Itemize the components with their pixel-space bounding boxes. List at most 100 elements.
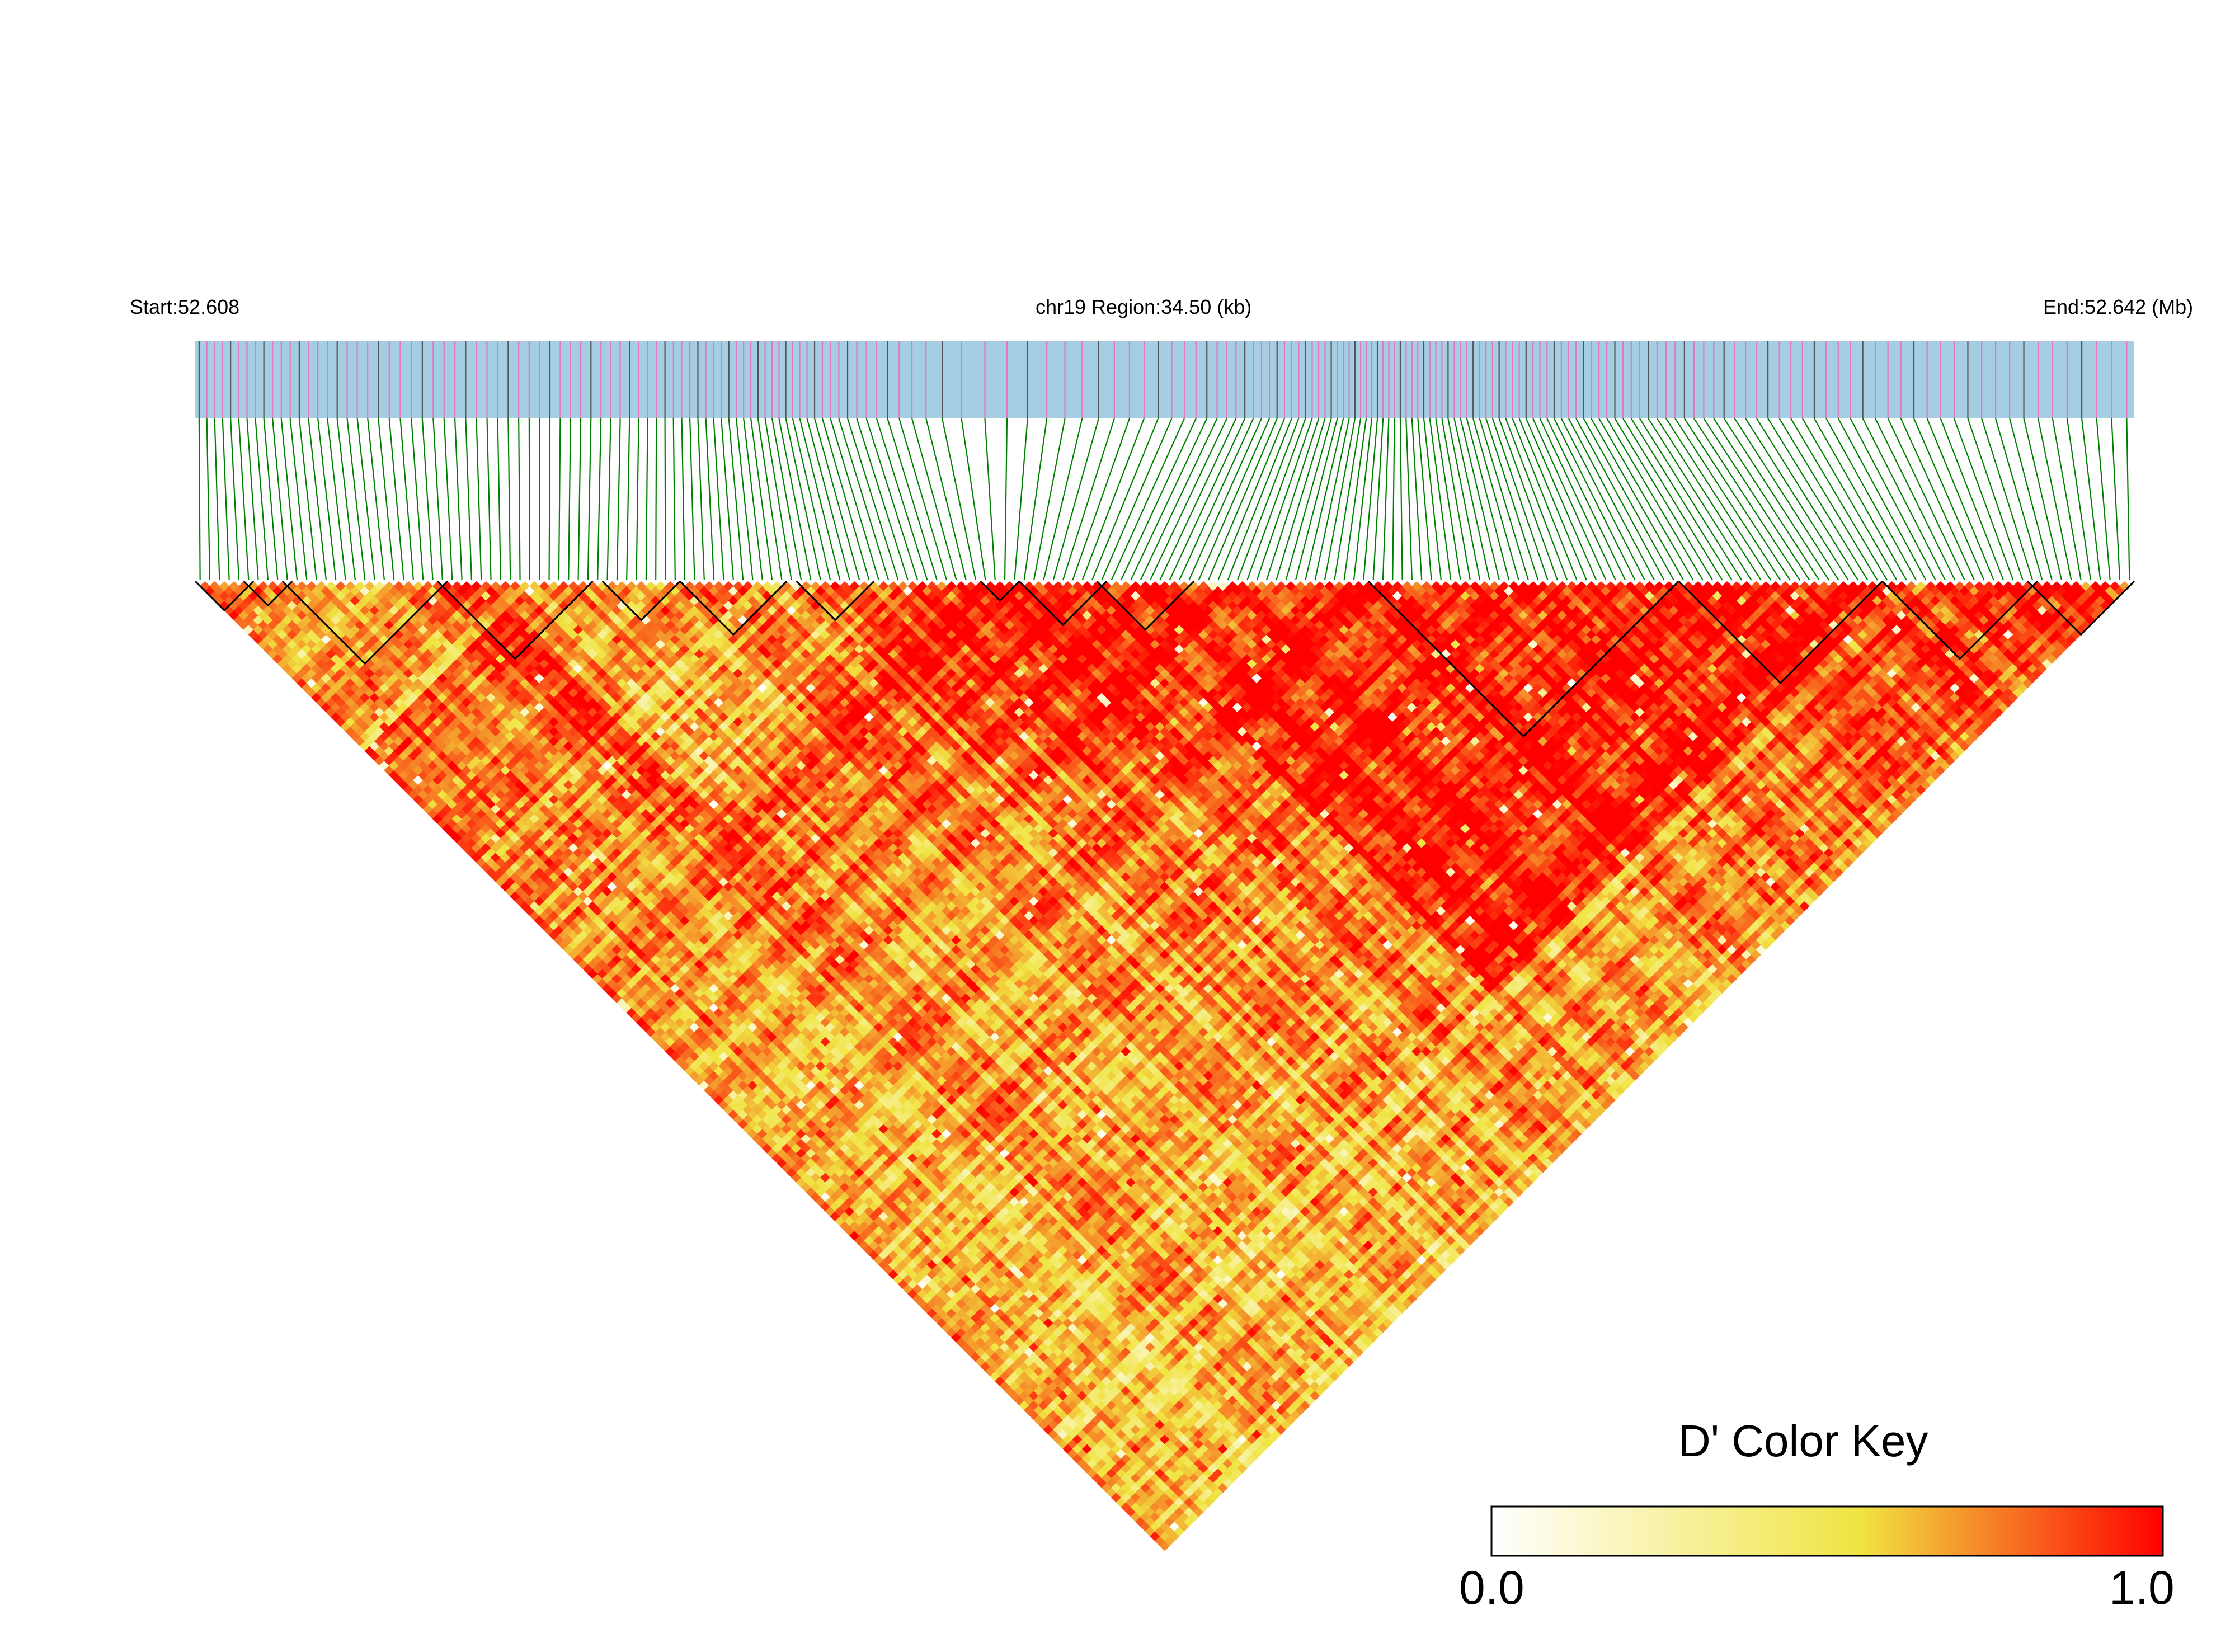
snp-connector (636, 418, 639, 581)
snp-connector (214, 418, 220, 581)
snp-connector (1150, 418, 1227, 581)
snp-connector (1460, 418, 1500, 581)
snp-connector (2009, 418, 2053, 581)
snp-connector (1246, 418, 1306, 581)
snp-connector (1926, 418, 1994, 581)
snp-connector (2066, 418, 2092, 581)
snp-connector (1539, 418, 1616, 581)
snp-connector (238, 418, 250, 581)
snp-connector (577, 418, 582, 581)
snp-connector (1265, 418, 1320, 581)
snp-connector (961, 418, 986, 581)
snp-connector (1227, 418, 1292, 581)
snp-connector (1447, 418, 1481, 581)
snp-connector (856, 418, 909, 581)
snp-connector (1169, 418, 1246, 581)
snp-connector (689, 418, 695, 581)
snp-connector (1813, 418, 1907, 581)
snp-connector (1745, 418, 1849, 581)
snp-connector (713, 418, 724, 581)
snp-connector (728, 418, 744, 581)
snp-connector (672, 418, 676, 581)
snp-connector (1479, 418, 1529, 581)
ld-cell (229, 581, 239, 591)
snp-connector (1121, 418, 1197, 581)
snp-connector (528, 418, 530, 581)
snp-connector (1546, 418, 1626, 581)
snp-connector (476, 418, 482, 581)
snp-connector (1466, 418, 1510, 581)
snp-connector (1862, 418, 1946, 581)
snp-connector (1429, 418, 1452, 581)
snp-connector (1285, 418, 1332, 581)
snp-connector (230, 418, 240, 581)
snp-connector (1591, 418, 1685, 581)
snp-connector (1614, 418, 1714, 581)
snp-connector (887, 418, 938, 581)
snp-connector (1392, 418, 1395, 581)
snp-connector (1656, 418, 1762, 581)
snp-connector (1568, 418, 1655, 581)
snp-position-track (195, 341, 2134, 418)
snp-connector (830, 418, 879, 581)
snp-connector (486, 418, 492, 581)
ld-cell (219, 581, 230, 591)
snp-connector (1353, 418, 1373, 581)
snp-connector (821, 418, 870, 581)
snp-connector (697, 418, 705, 581)
snp-connector (1703, 418, 1810, 581)
snp-connector (1453, 418, 1490, 581)
snp-connector (1598, 418, 1694, 581)
snp-connector (507, 418, 511, 581)
snp-connector (1295, 418, 1338, 581)
snp-connector (1995, 418, 2043, 581)
ld-cell (209, 581, 220, 591)
snp-connector (2081, 418, 2101, 581)
snp-connector (1575, 418, 1665, 581)
ld-cell (267, 581, 278, 591)
snp-connector (865, 418, 919, 581)
snp-connector (1188, 418, 1262, 581)
snp-connector (206, 418, 211, 581)
snp-connector (1236, 418, 1300, 581)
snp-connector (1276, 418, 1326, 581)
ld-cell (258, 581, 269, 591)
snp-connector (2096, 418, 2111, 581)
snp-connector (1140, 418, 1218, 581)
snp-connector (263, 418, 279, 581)
snp-connector (1043, 418, 1083, 581)
snp-connector (799, 418, 841, 581)
snp-connector (1553, 418, 1636, 581)
snp-connector (198, 418, 201, 581)
snp-connector (1382, 418, 1390, 581)
snp-connector (298, 418, 317, 581)
region-label: chr19 Region:34.50 (kb) (1036, 295, 1251, 319)
snp-connector (1560, 418, 1645, 581)
snp-connector (1981, 418, 2034, 581)
snp-connector (1967, 418, 2024, 581)
snp-connector (289, 418, 308, 581)
snp-connector (664, 418, 666, 581)
snp-connector (548, 418, 551, 581)
snp-connector (806, 418, 850, 581)
snp-connector (454, 418, 463, 581)
snp-connector (757, 418, 783, 581)
snp-connector (443, 418, 453, 581)
snp-connector (346, 418, 366, 581)
snp-connector (1900, 418, 1975, 581)
snp-connector (518, 418, 521, 581)
snp-connector (1159, 418, 1237, 581)
snp-connector (743, 418, 763, 581)
snp-connector (1693, 418, 1801, 581)
snp-connector (1062, 418, 1115, 581)
snp-connector (1801, 418, 1898, 581)
snp-connector (465, 418, 473, 581)
snp-connector (876, 418, 928, 581)
snp-connector (1518, 418, 1587, 581)
ld-cell (200, 581, 210, 591)
snp-connector (388, 418, 404, 581)
snp-connector (911, 418, 957, 581)
snp-connector (1837, 418, 1927, 581)
snp-connector (356, 418, 375, 581)
snp-connector (898, 418, 948, 581)
